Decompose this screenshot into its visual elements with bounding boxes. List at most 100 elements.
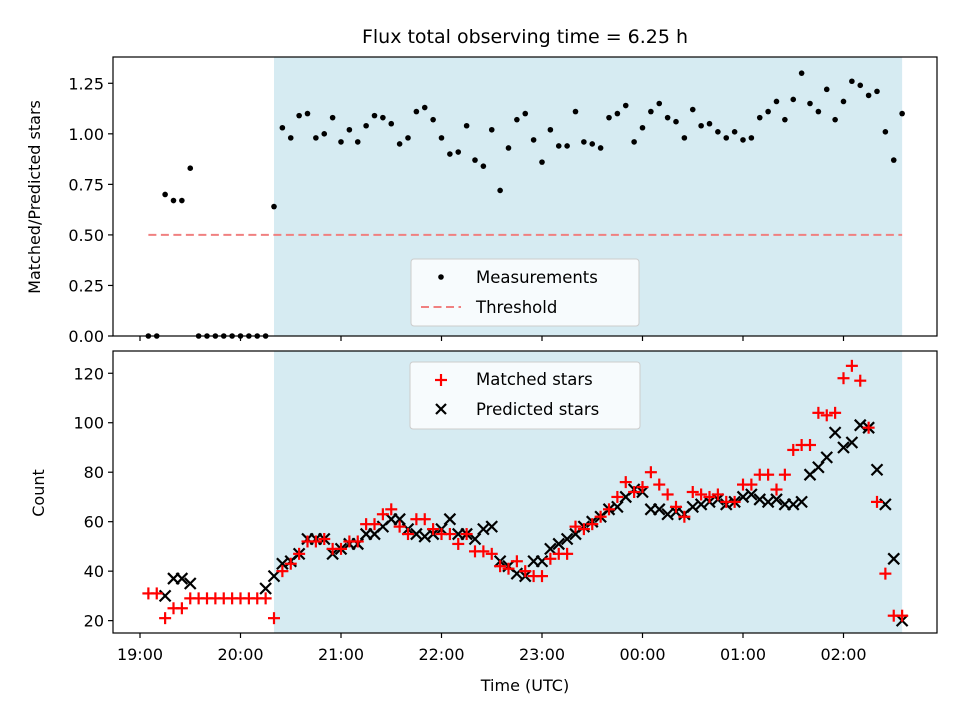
measurement-point (798, 70, 805, 76)
measurement-point (371, 112, 378, 119)
matched-point (335, 542, 347, 555)
measurement-point (673, 118, 679, 125)
measurement-point (773, 98, 780, 105)
measurement-point (572, 108, 579, 115)
bottom-y-tick-label: 100 (73, 414, 104, 433)
matched-point (896, 609, 909, 622)
measurement-point (689, 106, 696, 113)
bottom-y-tick-label: 40 (84, 562, 104, 581)
matched-point (561, 547, 574, 560)
measurement-point (547, 126, 554, 133)
bottom-x-tick-label: 21:00 (318, 645, 364, 664)
matched-point (309, 535, 322, 548)
legend-matched-marker (435, 374, 447, 386)
measurement-point (405, 135, 411, 141)
measurement-point (480, 163, 487, 169)
matched-point (443, 528, 456, 541)
matched-point (510, 555, 523, 568)
matched-point (770, 483, 783, 496)
matched-point (829, 406, 842, 419)
measurement-point (530, 137, 537, 143)
matched-point (678, 510, 691, 523)
measurement-point (522, 110, 529, 117)
bottom-x-tick-label: 19:00 (117, 645, 163, 664)
measurement-point (287, 135, 294, 141)
measurement-point (865, 92, 872, 99)
predicted-point (183, 577, 197, 590)
matched-point (854, 374, 867, 387)
bottom-panel: 20 40 60 80 100 120 19:00 20:00 21:00 22:00 23:00… (29, 350, 938, 695)
measurement-point (363, 122, 369, 129)
measurement-point (589, 141, 596, 147)
measurement-point (413, 108, 420, 115)
top-y-tick-label: 1.25 (68, 74, 104, 93)
matched-point (318, 533, 331, 545)
predicted-point (158, 589, 172, 603)
top-panel: Flux total observing time = 6.25 h 0.000… (25, 26, 938, 346)
measurement-point (782, 116, 788, 123)
predicted-point (544, 542, 557, 556)
measurement-point (505, 145, 512, 151)
measurement-point (899, 110, 905, 117)
measurement-point (438, 135, 445, 141)
top-y-tick-label: 1.00 (68, 125, 104, 144)
measurement-point (514, 116, 520, 123)
measurement-point (790, 96, 797, 103)
matched-point (519, 565, 532, 578)
measurement-point (564, 143, 570, 149)
top-title: Flux total observing time = 6.25 h (362, 26, 688, 48)
matched-point (376, 508, 389, 521)
measurement-point (664, 114, 671, 121)
bottom-x-tick-label: 02:00 (820, 645, 866, 664)
top-y-tick-label: 0.75 (68, 175, 104, 194)
predicted-points (158, 418, 909, 627)
measurement-point (823, 86, 830, 93)
matched-point (293, 547, 306, 560)
matched-point (577, 523, 590, 536)
matched-point (569, 520, 582, 533)
bottom-x-ticks: 19:00 20:00 21:00 22:00 23:00 00:00 01:00 02:00 (117, 633, 867, 664)
bottom-y-label: Count (29, 469, 48, 517)
predicted-point (745, 488, 758, 501)
matched-point (703, 490, 716, 503)
predicted-point (837, 441, 850, 454)
top-x-ticks (139, 336, 845, 341)
matched-point (586, 518, 599, 531)
top-axes-frame (112, 56, 938, 337)
matched-point (778, 468, 791, 481)
matched-point (820, 409, 833, 422)
measurement-point (296, 112, 302, 119)
measurement-point (170, 197, 177, 204)
matched-point (670, 500, 682, 513)
measurement-point (890, 157, 897, 163)
predicted-point (879, 498, 892, 511)
matched-point (159, 612, 172, 625)
measurement-point (807, 100, 813, 107)
measurement-point (857, 82, 864, 89)
matched-point (175, 602, 188, 615)
matched-point (502, 562, 515, 575)
matched-point (695, 488, 708, 501)
matched-point (259, 592, 272, 605)
matched-point (536, 570, 548, 583)
measurement-point (723, 135, 730, 141)
matched-point (619, 476, 632, 489)
top-y-tick-label: 0.25 (68, 276, 104, 295)
matched-point (427, 523, 440, 536)
measurement-point (430, 116, 436, 123)
matched-point (494, 560, 507, 573)
measurement-point (706, 120, 713, 127)
matched-points (142, 359, 909, 625)
bottom-x-label: Time (UTC) (480, 676, 569, 695)
measurement-point (271, 203, 277, 210)
measurement-point (555, 143, 562, 149)
measurement-point (321, 131, 328, 137)
bottom-x-tick-label: 23:00 (519, 645, 565, 664)
matched-point (628, 486, 641, 498)
bottom-y-tick-label: 60 (84, 513, 104, 532)
measurement-point (539, 159, 545, 165)
matched-point (150, 587, 163, 600)
matched-point (787, 443, 800, 456)
bottom-axes-frame (112, 350, 938, 634)
matched-point (636, 481, 649, 494)
